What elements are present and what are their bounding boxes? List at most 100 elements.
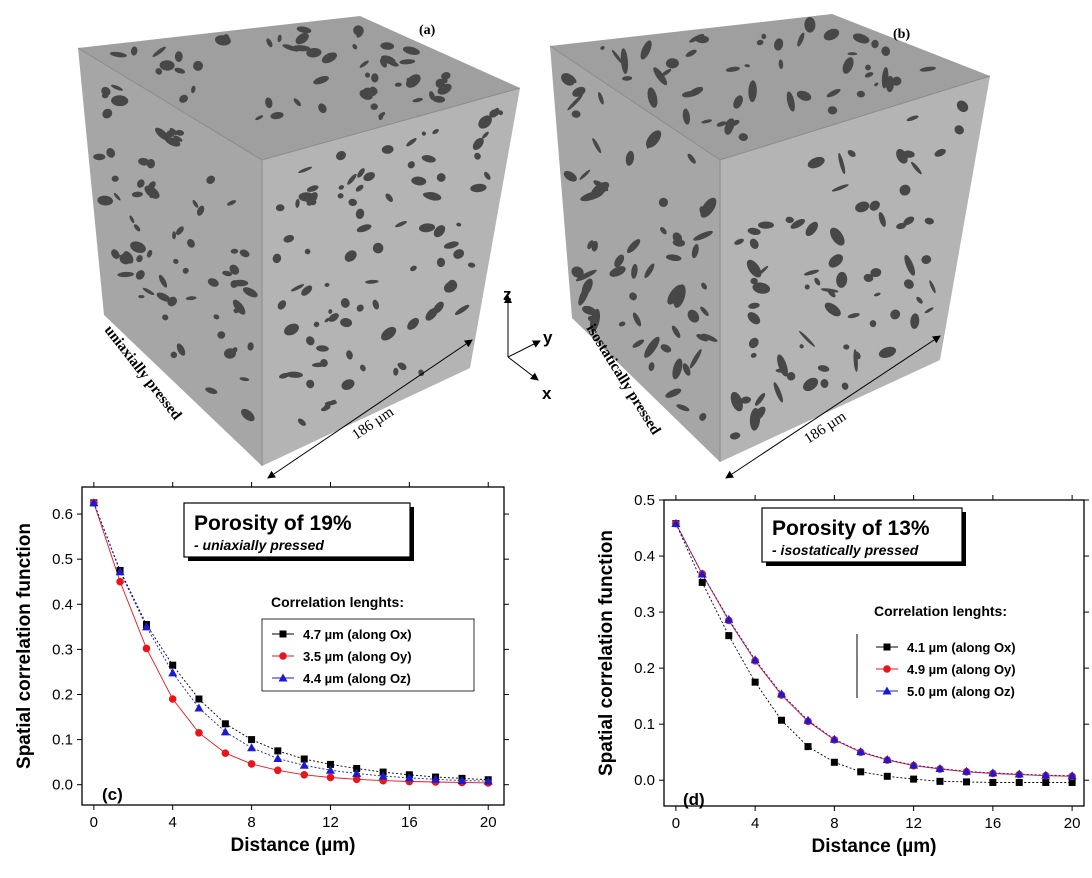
pore [804, 284, 810, 290]
y-tick-label: 0.6 [52, 506, 73, 523]
pore [388, 60, 399, 67]
pore [855, 201, 870, 213]
pore [580, 190, 604, 202]
pore [629, 292, 637, 301]
pore [155, 127, 170, 141]
data-point-series-0 [248, 736, 256, 744]
pore [380, 42, 395, 50]
pore [155, 68, 163, 75]
pore [328, 313, 339, 322]
y-tick-label: 0.5 [634, 492, 655, 509]
chart-d: 0 4 8 12 16 20 0.0 0.1 0.2 0.3 0.4 0.5 Distance (µm)… [596, 492, 1089, 857]
pore [758, 221, 774, 229]
pore [691, 243, 699, 259]
x-tick-label: 8 [830, 815, 838, 832]
pore [761, 33, 767, 40]
pore [321, 52, 337, 64]
pore [891, 76, 902, 86]
pore [176, 343, 186, 356]
pore [700, 306, 709, 316]
pore [159, 60, 175, 71]
pore [441, 72, 451, 80]
pore [138, 157, 150, 166]
pore [355, 184, 364, 192]
data-point-series-2 [168, 668, 178, 677]
pore [217, 331, 226, 339]
pore [395, 220, 407, 228]
data-point-series-2 [803, 715, 813, 724]
pore [750, 277, 758, 285]
pore [725, 118, 735, 127]
series-line-2 [675, 523, 1073, 777]
pore [665, 58, 679, 69]
pore [239, 249, 250, 258]
data-point-series-2 [141, 622, 151, 631]
pore [328, 309, 333, 314]
data-point-series-1 [195, 729, 203, 737]
pore [443, 281, 458, 293]
x-tick-label: 4 [169, 814, 177, 831]
pore [174, 51, 183, 62]
pore [421, 155, 436, 163]
pore [136, 179, 145, 188]
data-point-series-0 [777, 716, 785, 724]
y-tick-label: 0.5 [52, 551, 73, 568]
pore [746, 259, 762, 278]
pore [626, 239, 641, 254]
pore [864, 72, 874, 78]
x-tick-label: 12 [905, 815, 922, 832]
pore [272, 253, 282, 264]
pore [185, 296, 197, 301]
x-tick-label: 20 [1064, 815, 1081, 832]
pore [885, 75, 895, 93]
pore [109, 51, 127, 58]
pore [671, 325, 681, 338]
pore [896, 222, 907, 230]
legend-title: Correlation lenghts: [271, 594, 404, 610]
pore [878, 212, 886, 227]
pore [111, 249, 120, 259]
cube-a-left-face [78, 48, 262, 466]
data-point-series-2 [856, 747, 866, 756]
data-point-series-1 [274, 766, 282, 775]
pore [138, 294, 145, 299]
pore [129, 215, 135, 224]
pore [313, 76, 329, 85]
pore [582, 305, 597, 315]
pore [899, 184, 911, 196]
pore [170, 351, 178, 359]
pore [563, 170, 577, 182]
pore [313, 321, 320, 328]
data-point-series-2 [724, 614, 734, 623]
pore [682, 108, 691, 125]
pore [852, 33, 870, 44]
pore [133, 224, 141, 232]
pore [113, 192, 121, 201]
pore [418, 223, 436, 233]
x-tick-label: 12 [322, 814, 339, 831]
data-point-series-1 [221, 749, 230, 757]
pore [824, 302, 841, 317]
pore [956, 100, 969, 113]
cube-a [77, 16, 521, 466]
data-point-series-0 [989, 778, 997, 786]
pore [169, 127, 178, 136]
data-point-series-2 [483, 776, 493, 785]
pore [934, 148, 946, 157]
pore [667, 284, 683, 305]
pore [347, 173, 357, 185]
pore [696, 333, 709, 342]
pore [295, 198, 300, 208]
pore [306, 185, 319, 192]
pore [222, 270, 233, 277]
pore [357, 168, 365, 178]
data-point-series-2 [115, 567, 125, 576]
pore [804, 17, 816, 33]
x-tick-label: 0 [90, 814, 98, 831]
pore [292, 45, 311, 52]
y-tick-label: 0.3 [634, 604, 655, 621]
pore [865, 64, 871, 71]
pore [929, 280, 936, 294]
data-point-series-1 [168, 695, 177, 703]
